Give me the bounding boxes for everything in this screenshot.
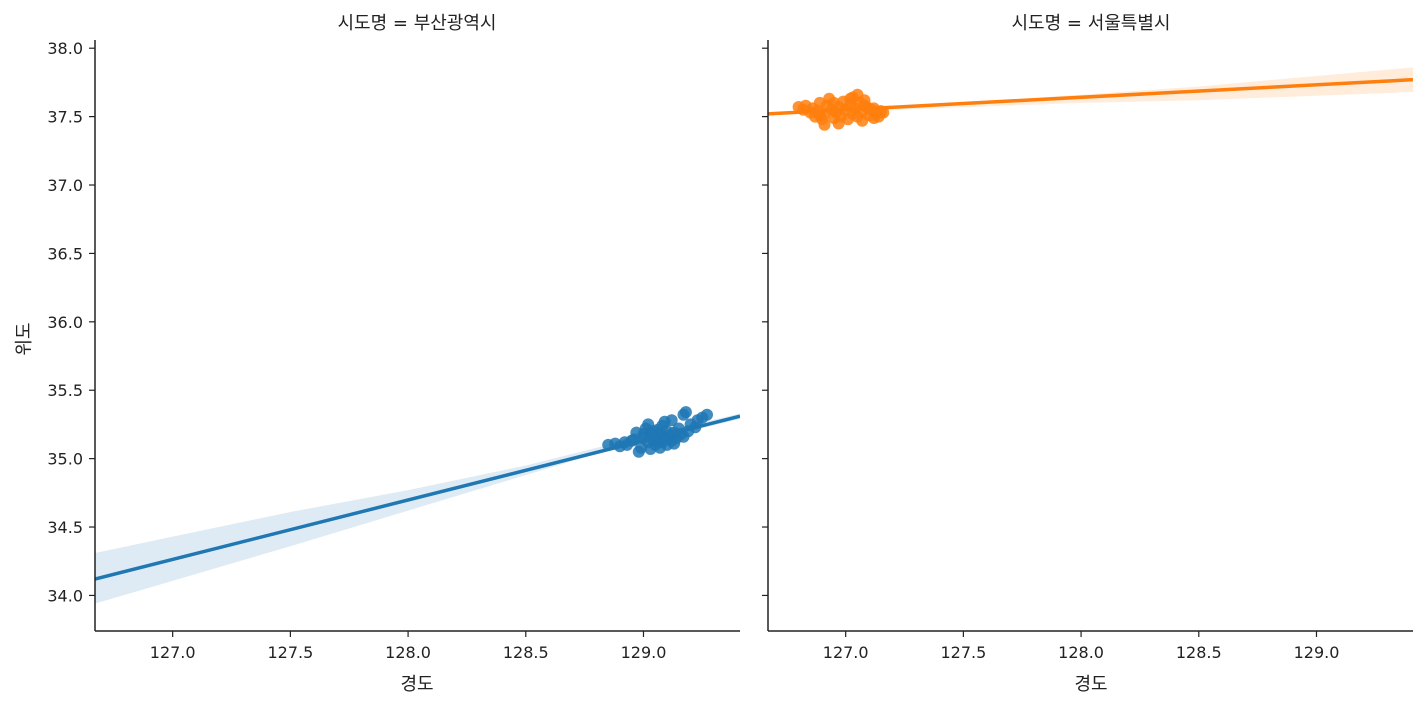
y-tick-label: 34.5 — [47, 518, 83, 537]
y-tick-label: 37.0 — [47, 176, 83, 195]
panel-1-regression-line — [95, 414, 740, 581]
panel-2-regression-line — [768, 77, 1413, 116]
panel-1-point — [701, 408, 713, 421]
panel-2: 127.0 127.5 128.0 128.5 129.0 — [762, 40, 1413, 662]
x-tick-label: 127.5 — [940, 643, 986, 662]
panel-1-point — [665, 414, 678, 427]
x-tick-label: 128.0 — [1058, 643, 1104, 662]
y-tick-label: 37.5 — [47, 108, 83, 127]
panel-1-point — [637, 428, 650, 440]
panel-2-point — [844, 92, 857, 105]
panel-1-plot-area — [95, 406, 740, 604]
x-tick-label: 129.0 — [621, 643, 667, 662]
panel-1-point — [679, 406, 692, 419]
y-tick-label: 38.0 — [47, 39, 83, 58]
panel-1: 127.0 127.5 128.0 128.5 129.0 34.0 34.5 35.0 35.… — [47, 39, 740, 662]
x-tick-label: 129.0 — [1294, 643, 1340, 662]
y-tick-label: 35.5 — [47, 381, 83, 400]
x-tick-label: 127.0 — [823, 643, 869, 662]
panel-2-plot-area — [768, 67, 1413, 131]
panel-1-title: 시도명 = 부산광역시 — [337, 13, 496, 34]
x-tick-label: 127.5 — [267, 643, 313, 662]
x-tick-label: 128.5 — [503, 643, 549, 662]
y-tick-label: 35.0 — [47, 450, 83, 469]
panel-1-x-axis-label: 경도 — [400, 674, 433, 695]
panel-2-title: 시도명 = 서울특별시 — [1011, 13, 1170, 34]
x-tick-label: 127.0 — [150, 643, 196, 662]
y-axis-label: 위도 — [14, 322, 35, 355]
panel-2-point — [832, 117, 845, 130]
y-tick-label: 36.5 — [47, 244, 83, 263]
panel-1-point — [668, 437, 681, 450]
y-tick-label: 34.0 — [47, 586, 83, 605]
y-tick-label: 36.0 — [47, 313, 83, 332]
panel-2-x-axis-label: 경도 — [1074, 674, 1107, 695]
panel-2-point — [818, 118, 831, 131]
x-tick-label: 128.5 — [1176, 643, 1222, 662]
x-tick-label: 128.0 — [385, 643, 431, 662]
panel-1-confidence-band — [95, 413, 740, 604]
